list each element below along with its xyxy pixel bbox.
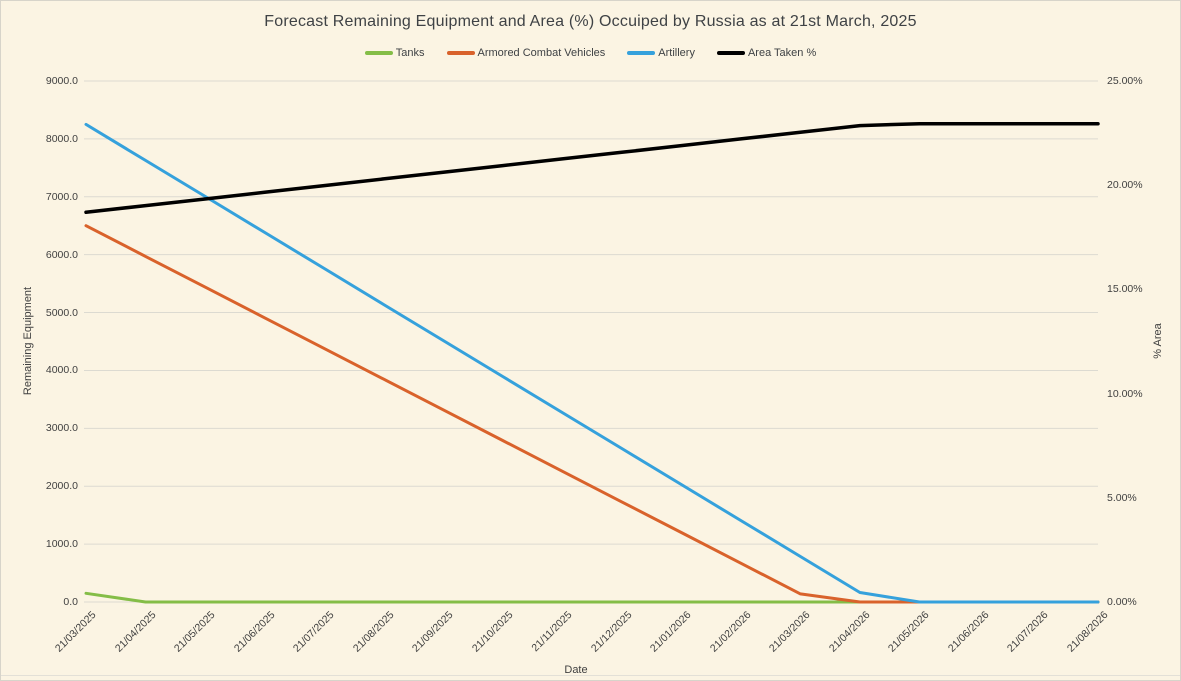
series-line-armored-combat-vehicles <box>84 224 1100 604</box>
chart-title: Forecast Remaining Equipment and Area (%… <box>264 13 917 30</box>
left-axis-tick-label: 3000.0 <box>45 422 78 435</box>
x-axis-title: Date <box>564 664 588 676</box>
acv-line-swatch-icon <box>446 51 475 55</box>
right-axis-tick-label: 0.00% <box>1107 596 1137 608</box>
bottom-rule <box>1 675 1180 676</box>
legend-label-tanks: Tanks <box>395 47 425 59</box>
left-axis-tick-label: 2000.0 <box>45 480 78 493</box>
right-axis-tick-label: 15.00% <box>1107 283 1143 296</box>
legend-item-tanks: Tanks <box>364 47 425 59</box>
legend-item-artillery: Artillery <box>627 47 695 59</box>
legend-item-armored-combat-vehicles: Armored Combat Vehicles <box>446 47 606 59</box>
left-axis-tick-label: 1000.0 <box>45 538 78 551</box>
right-axis-title: % Area <box>1152 323 1164 359</box>
left-axis-tick-label: 0.0 <box>63 596 78 608</box>
legend-label-armored-combat-vehicles: Armored Combat Vehicles <box>477 47 606 59</box>
right-axis-tick-label: 5.00% <box>1107 491 1137 504</box>
right-axis-tick-label: 10.00% <box>1107 387 1143 400</box>
left-axis-tick-label: 5000.0 <box>45 306 78 319</box>
artillery-line-swatch-icon <box>627 51 656 55</box>
left-axis-tick-label: 4000.0 <box>45 364 78 377</box>
left-axis-tick-label: 7000.0 <box>45 190 78 203</box>
legend-label-artillery: Artillery <box>658 47 695 59</box>
tanks-line-swatch-icon <box>364 51 393 55</box>
area-taken-line-swatch-icon <box>716 51 745 55</box>
legend-label-area-taken: Area Taken % <box>747 47 817 59</box>
left-axis-tick-label: 9000.0 <box>45 75 78 87</box>
left-axis-tick-label: 8000.0 <box>45 132 78 145</box>
right-axis-tick-label: 25.00% <box>1107 75 1143 87</box>
legend: Tanks Armored Combat Vehicles Artillery … <box>1 47 1180 59</box>
right-axis-tick-label: 20.00% <box>1107 179 1143 192</box>
series-line-artillery <box>84 122 1100 604</box>
series-line-area-taken- <box>84 121 1100 215</box>
left-axis-tick-label: 6000.0 <box>45 248 78 261</box>
legend-item-area-taken: Area Taken % <box>716 47 817 59</box>
left-axis-title: Remaining Equipment <box>22 286 34 396</box>
